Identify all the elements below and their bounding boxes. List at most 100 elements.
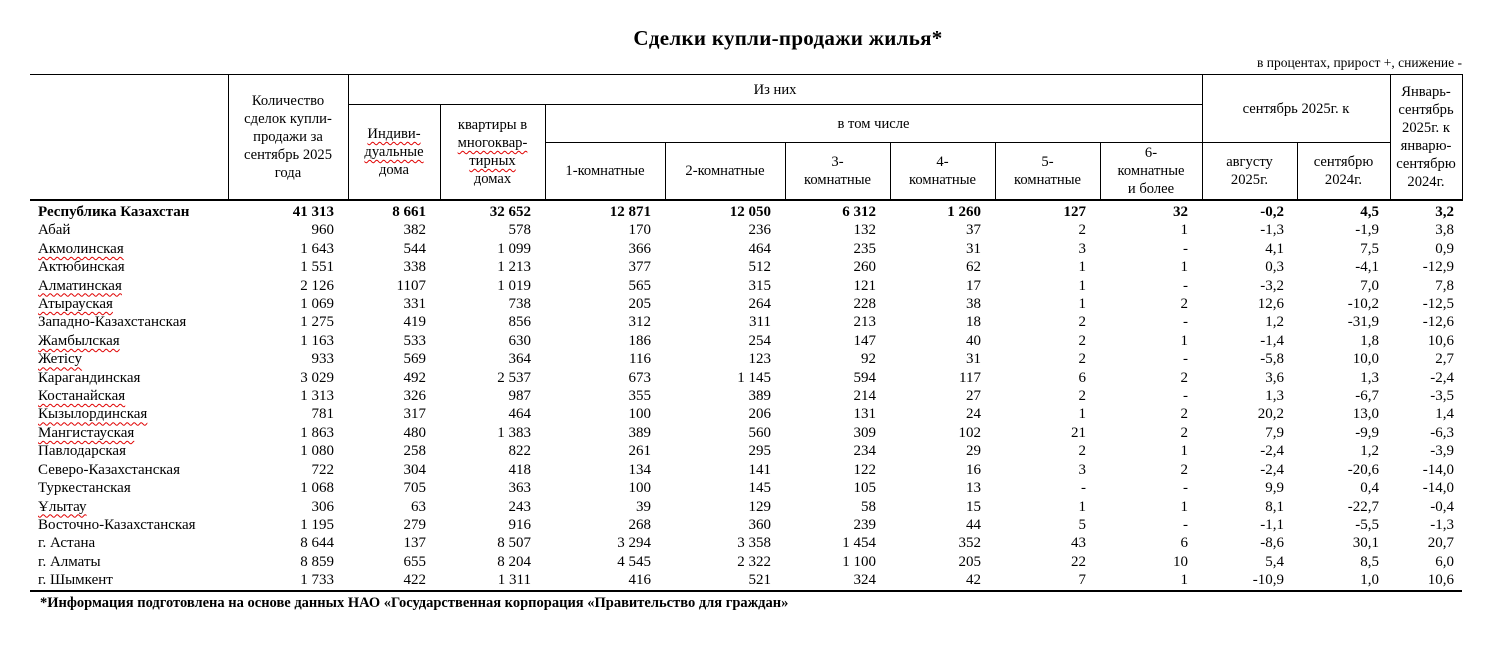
value-cell: - — [1183, 480, 1188, 497]
value-cell: 9,9 — [1265, 480, 1284, 497]
value-cell: -12,9 — [1422, 259, 1454, 276]
value-cell: 422 — [403, 572, 427, 589]
value-cell: 92 — [861, 351, 876, 368]
value-cell: 655 — [403, 553, 427, 570]
value-cell: -4,1 — [1355, 259, 1379, 276]
value-cell: 22 — [1071, 553, 1086, 570]
region-name-cell: Жамбылская — [30, 332, 228, 350]
value-cell: 41 313 — [292, 204, 334, 220]
value-cell: 1 — [1180, 259, 1189, 276]
col-header-3-room: 3- комнатные — [784, 142, 891, 201]
value-cell: 1 — [1078, 296, 1087, 313]
value-cell: -6,3 — [1430, 424, 1454, 441]
value-cell: 492 — [403, 369, 427, 386]
value-cell: - — [1183, 240, 1188, 257]
value-cell: - — [1183, 277, 1188, 294]
value-cell: 1 080 — [300, 443, 334, 460]
value-cell: -2,4 — [1260, 461, 1284, 478]
table-row: Жамбылская 1 163 533 630 186 254 147 40 2 1 -1,4 1,… — [30, 332, 1462, 350]
value-cell: 7,5 — [1360, 240, 1379, 257]
table-row: Жетісу 933 569 364 116 123 92 31 2 - -5,8 10,0 2,7 — [30, 350, 1462, 368]
value-cell: -31,9 — [1347, 314, 1379, 331]
table-body: Республика Казахстан 41 313 8 661 32 652 12 … — [30, 200, 1462, 591]
region-name: г. Шымкент — [38, 572, 113, 589]
value-cell: 10,0 — [1352, 351, 1379, 368]
region-name: Мангистауская — [38, 424, 135, 441]
header-word: квартиры в — [457, 117, 528, 133]
table-row: г. Астана 8 644 137 8 507 3 294 3 358 1 454 352… — [30, 534, 1462, 552]
value-cell: -2,4 — [1430, 369, 1454, 386]
value-cell: 122 — [853, 461, 877, 478]
value-cell: -20,6 — [1347, 461, 1379, 478]
value-cell: 360 — [748, 516, 772, 533]
value-cell: 722 — [311, 461, 335, 478]
value-cell: 147 — [853, 332, 877, 349]
value-cell: 382 — [403, 222, 427, 239]
region-name-cell: г. Астана — [30, 534, 228, 552]
value-cell: 10 — [1173, 553, 1188, 570]
region-name: Павлодарская — [38, 443, 126, 460]
value-cell: -8,6 — [1260, 535, 1284, 552]
col-header-sep2025-to: сентябрь 2025г. к — [1201, 74, 1391, 143]
value-cell: 3 — [1078, 240, 1087, 257]
value-cell: -1,4 — [1260, 332, 1284, 349]
header-row-3: 1-комнатные 2-комнатные 3- комнатные 4- … — [30, 142, 1462, 201]
value-cell: 856 — [508, 314, 532, 331]
value-cell: 960 — [311, 222, 335, 239]
value-cell: 239 — [853, 516, 877, 533]
value-cell: 464 — [508, 406, 532, 423]
value-cell: 132 — [853, 222, 877, 239]
value-cell: 1 454 — [842, 535, 876, 552]
table-row: Карагандинская 3 029 492 2 537 673 1 145 594 11… — [30, 369, 1462, 387]
value-cell: 352 — [958, 535, 982, 552]
value-cell: -0,4 — [1430, 498, 1454, 515]
value-cell: 116 — [629, 351, 651, 368]
footnote: *Информация подготовлена на основе данны… — [40, 594, 789, 611]
value-cell: 32 — [1173, 204, 1188, 220]
value-cell: 8 507 — [497, 535, 531, 552]
value-cell: 228 — [853, 296, 877, 313]
value-cell: 6 — [1180, 535, 1189, 552]
region-name-cell: Костанайская — [30, 387, 228, 405]
value-cell: 5 — [1078, 516, 1087, 533]
value-cell: 268 — [628, 516, 652, 533]
value-cell: 206 — [748, 406, 772, 423]
page: Сделки купли-продажи жилья* в процентах,… — [0, 26, 1501, 612]
region-name: Актюбинская — [38, 259, 125, 276]
value-cell: 312 — [628, 314, 652, 331]
value-cell: 21 — [1071, 424, 1086, 441]
col-header-1-room: 1-комнатные — [544, 142, 666, 201]
value-cell: 8 644 — [300, 535, 334, 552]
value-cell: 234 — [853, 443, 877, 460]
value-cell: 186 — [628, 332, 652, 349]
value-cell: 100 — [628, 406, 652, 423]
value-cell: 738 — [508, 296, 532, 313]
value-cell: 213 — [853, 314, 877, 331]
header-row-2: Индиви-дуальные дома квартиры в многоквар-… — [30, 104, 1462, 201]
value-cell: 37 — [966, 222, 981, 239]
col-header-apartments: квартиры в многоквар-тирных домах — [439, 104, 546, 201]
value-cell: 1,2 — [1360, 443, 1379, 460]
region-name-cell: Алматинская — [30, 277, 228, 295]
value-cell: 1 — [1180, 222, 1189, 239]
value-cell: 1 163 — [300, 332, 334, 349]
region-name-cell: Кызылординская — [30, 405, 228, 423]
value-cell: 12 871 — [609, 204, 651, 220]
value-cell: -10,9 — [1252, 572, 1284, 589]
value-cell: 2 — [1078, 351, 1087, 368]
value-cell: 1 311 — [497, 572, 531, 589]
value-cell: 10,6 — [1427, 332, 1454, 349]
value-cell: 27 — [966, 388, 981, 405]
value-cell: 933 — [311, 351, 335, 368]
page-title: Сделки купли-продажи жилья* — [633, 26, 943, 50]
value-cell: 311 — [749, 314, 771, 331]
region-column-header — [30, 74, 229, 201]
table-row: г. Шымкент 1 733 422 1 311 416 521 324 42 7 1 -10,… — [30, 571, 1462, 590]
value-cell: 1107 — [396, 277, 426, 294]
value-cell: 39 — [636, 498, 651, 515]
value-cell: 1 145 — [737, 369, 771, 386]
table-row: Кызылординская 781 317 464 100 206 131 24 1 2 20,2… — [30, 405, 1462, 423]
value-cell: 326 — [403, 388, 427, 405]
header-word: Индиви- — [367, 126, 421, 142]
value-cell: 0,3 — [1265, 259, 1284, 276]
